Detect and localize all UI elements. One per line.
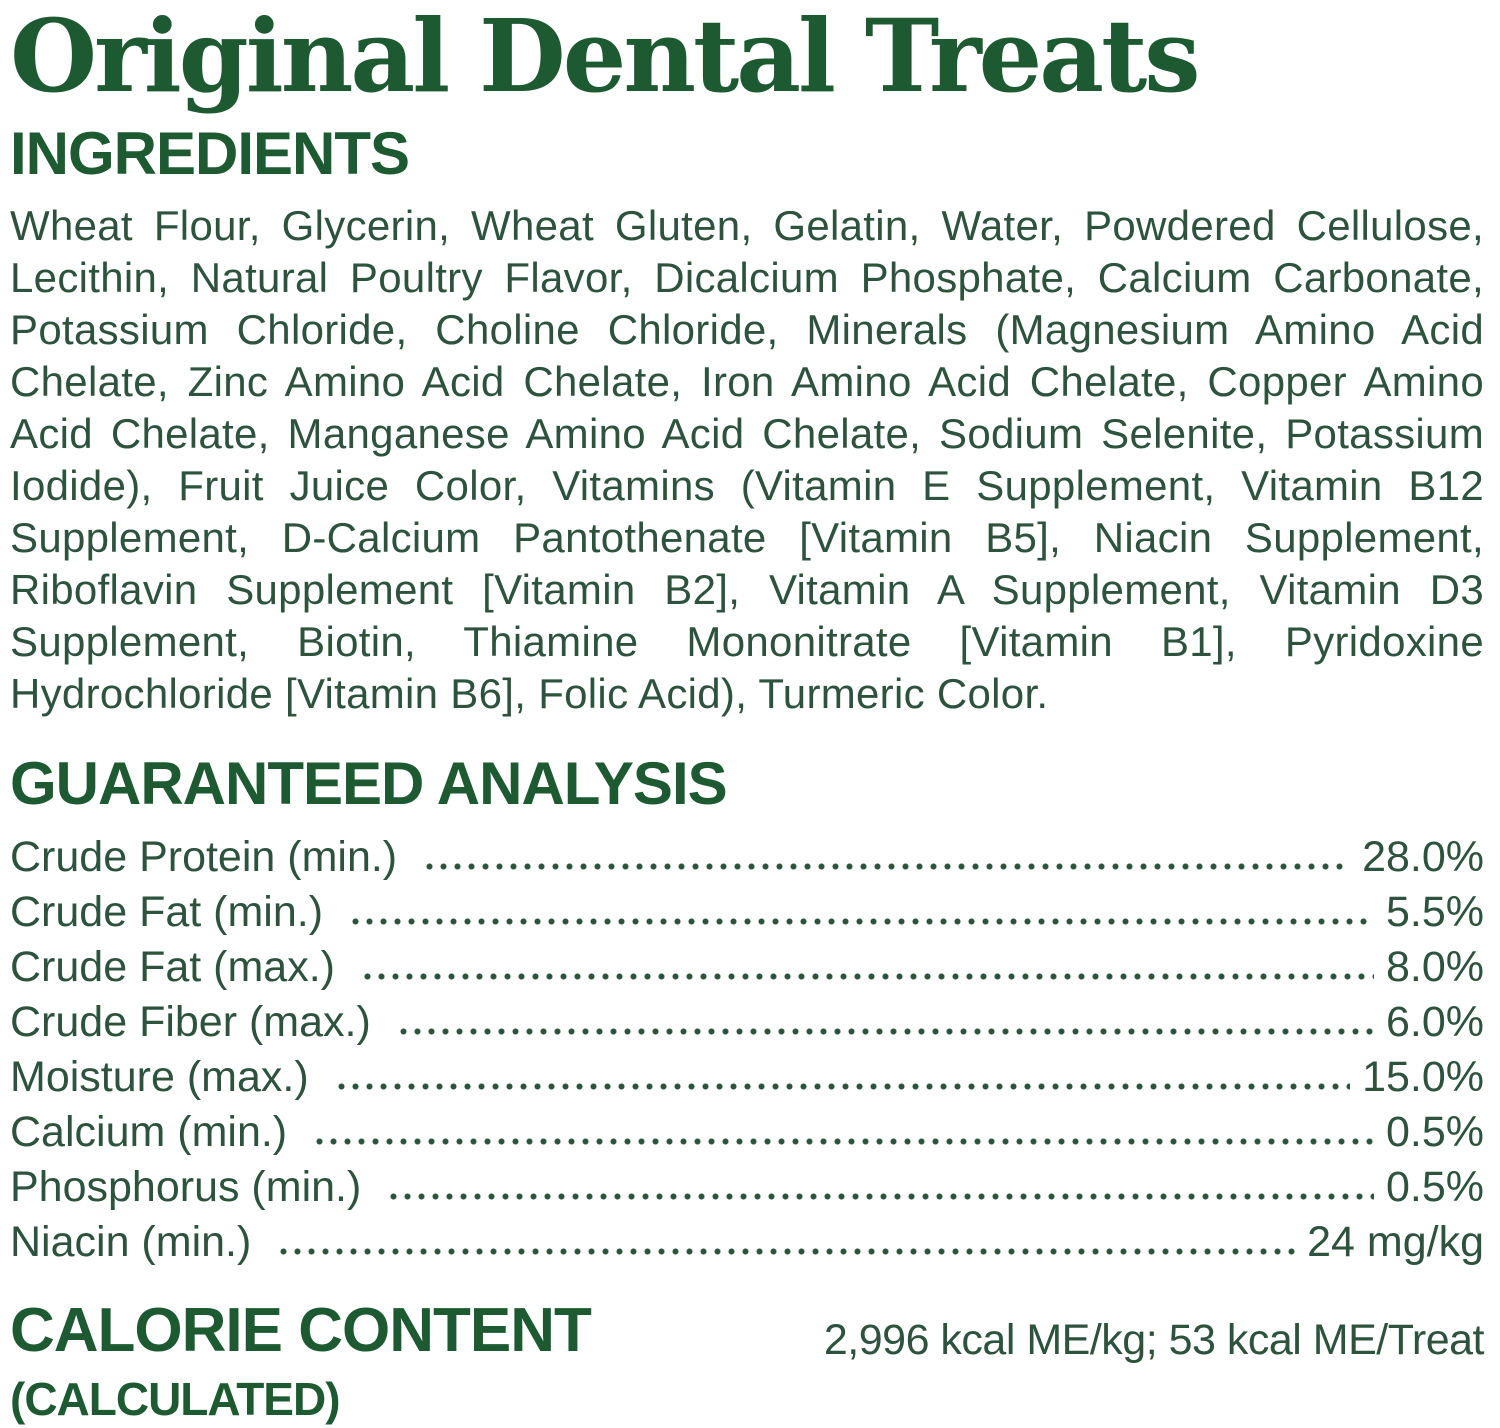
dot-leader <box>398 1027 1374 1036</box>
dot-leader <box>389 1192 1374 1201</box>
ingredients-heading: INGREDIENTS <box>10 120 410 187</box>
analysis-label: Crude Protein (min.) <box>10 833 398 881</box>
analysis-label: Moisture (max.) <box>10 1053 309 1101</box>
analysis-row-crude-protein-min: Crude Protein (min.) 28.0% <box>10 830 1484 885</box>
analysis-label: Phosphorus (min.) <box>10 1163 362 1211</box>
analysis-value: 8.0% <box>1385 943 1484 991</box>
analysis-row-phosphorus-min: Phosphorus (min.) 0.5% <box>10 1160 1484 1215</box>
analysis-row-calcium-min: Calcium (min.) 0.5% <box>10 1105 1484 1160</box>
analysis-row-crude-fat-min: Crude Fat (min.) 5.5% <box>10 885 1484 940</box>
analysis-row-niacin-min: Niacin (min.) 24 mg/kg <box>10 1215 1484 1270</box>
product-title: Original Dental Treats <box>10 0 1201 115</box>
ingredients-text: Wheat Flour, Glycerin, Wheat Gluten, Gel… <box>10 202 1484 717</box>
calorie-content-heading-line2: (CALCULATED) <box>10 1373 341 1425</box>
guaranteed-analysis-table: Crude Protein (min.) 28.0% Crude Fat (mi… <box>10 830 1484 1270</box>
analysis-row-crude-fat-max: Crude Fat (max.) 8.0% <box>10 940 1484 995</box>
analysis-label: Niacin (min.) <box>10 1218 252 1266</box>
analysis-value: 15.0% <box>1362 1053 1484 1101</box>
analysis-value: 24 mg/kg <box>1307 1218 1484 1266</box>
analysis-value: 0.5% <box>1385 1108 1484 1156</box>
dot-leader <box>279 1247 1296 1256</box>
analysis-label: Crude Fat (min.) <box>10 888 324 936</box>
analysis-label: Crude Fiber (max.) <box>10 998 371 1046</box>
calorie-content-section: CALORIE CONTENT (CALCULATED) 2,996 kcal … <box>10 1296 1485 1425</box>
analysis-label: Crude Fat (max.) <box>10 943 335 991</box>
calorie-content-heading: CALORIE CONTENT (CALCULATED) <box>10 1296 592 1425</box>
dot-leader <box>315 1137 1374 1146</box>
analysis-row-moisture-max: Moisture (max.) 15.0% <box>10 1050 1484 1105</box>
guaranteed-analysis-heading: GUARANTEED ANALYSIS <box>10 750 728 817</box>
analysis-value: 6.0% <box>1385 998 1484 1046</box>
dot-leader <box>425 862 1351 871</box>
dot-leader <box>336 1082 1351 1091</box>
analysis-row-crude-fiber-max: Crude Fiber (max.) 6.0% <box>10 995 1484 1050</box>
analysis-value: 28.0% <box>1362 833 1484 881</box>
analysis-value: 5.5% <box>1385 888 1484 936</box>
calorie-content-value: 2,996 kcal ME/kg; 53 kcal ME/Treat <box>823 1316 1485 1364</box>
analysis-value: 0.5% <box>1385 1163 1484 1211</box>
calorie-content-heading-line1: CALORIE CONTENT <box>10 1296 592 1365</box>
analysis-label: Calcium (min.) <box>10 1108 288 1156</box>
dot-leader <box>362 972 1374 981</box>
dot-leader <box>351 917 1374 926</box>
